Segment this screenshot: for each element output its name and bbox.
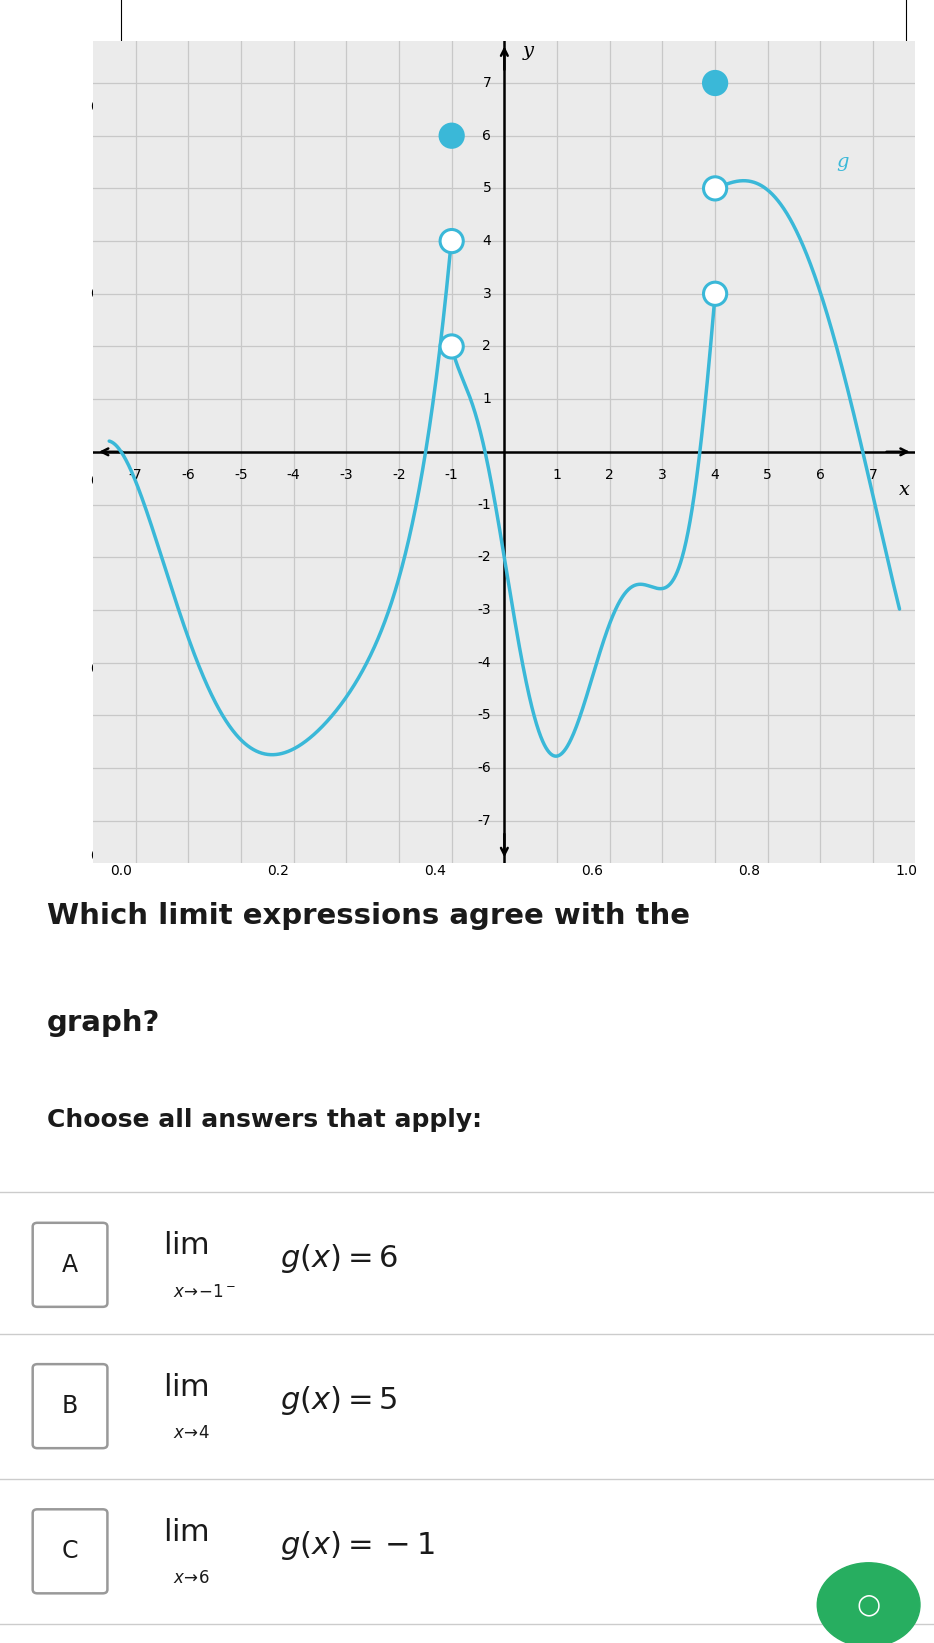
Text: 4: 4 <box>711 468 719 481</box>
Text: 4: 4 <box>483 233 491 248</box>
Circle shape <box>703 177 727 200</box>
Circle shape <box>703 283 727 306</box>
Text: 3: 3 <box>658 468 667 481</box>
Text: $g(x) = -1$: $g(x) = -1$ <box>280 1528 435 1562</box>
Text: -3: -3 <box>477 603 491 616</box>
Text: -4: -4 <box>287 468 301 481</box>
Text: 7: 7 <box>869 468 878 481</box>
Text: -5: -5 <box>234 468 248 481</box>
Text: $g(x) = 5$: $g(x) = 5$ <box>280 1383 398 1416</box>
Text: 5: 5 <box>763 468 772 481</box>
Text: -6: -6 <box>181 468 195 481</box>
Text: 1: 1 <box>482 393 491 406</box>
Text: A: A <box>62 1254 78 1277</box>
Text: $g(x) = 6$: $g(x) = 6$ <box>280 1242 398 1275</box>
FancyBboxPatch shape <box>33 1222 107 1306</box>
Text: y: y <box>523 43 534 61</box>
Text: B: B <box>62 1395 78 1418</box>
Text: -7: -7 <box>129 468 142 481</box>
FancyBboxPatch shape <box>33 1364 107 1447</box>
Text: g: g <box>836 153 849 171</box>
Text: -6: -6 <box>477 761 491 775</box>
Text: Choose all answers that apply:: Choose all answers that apply: <box>47 1109 482 1132</box>
Text: -1: -1 <box>477 498 491 511</box>
Text: graph?: graph? <box>47 1009 160 1037</box>
Text: x: x <box>899 481 911 499</box>
Text: -1: -1 <box>445 468 459 481</box>
Text: $x\!\to\!6$: $x\!\to\!6$ <box>173 1569 209 1587</box>
FancyBboxPatch shape <box>33 1510 107 1594</box>
Text: -3: -3 <box>339 468 353 481</box>
Circle shape <box>817 1562 920 1643</box>
Circle shape <box>440 125 463 148</box>
Text: $\lim$: $\lim$ <box>163 1518 209 1546</box>
Text: 1: 1 <box>553 468 561 481</box>
Text: $x\!\to\!{-1}^-$: $x\!\to\!{-1}^-$ <box>173 1283 235 1301</box>
Text: $x\!\to\!4$: $x\!\to\!4$ <box>173 1424 209 1443</box>
Text: 7: 7 <box>483 76 491 90</box>
Text: 5: 5 <box>483 181 491 196</box>
Text: 2: 2 <box>483 340 491 353</box>
Text: ○: ○ <box>856 1590 881 1618</box>
Text: -2: -2 <box>392 468 405 481</box>
Circle shape <box>440 335 463 358</box>
Circle shape <box>440 230 463 253</box>
Text: 2: 2 <box>605 468 615 481</box>
Text: $\lim$: $\lim$ <box>163 1372 209 1401</box>
Text: 6: 6 <box>816 468 825 481</box>
Text: 3: 3 <box>483 288 491 301</box>
Circle shape <box>703 71 727 95</box>
Text: -7: -7 <box>477 813 491 828</box>
Text: $\lim$: $\lim$ <box>163 1231 209 1260</box>
Text: C: C <box>62 1539 78 1564</box>
Text: -5: -5 <box>477 708 491 723</box>
Text: -4: -4 <box>477 656 491 670</box>
Text: 6: 6 <box>482 128 491 143</box>
Text: Which limit expressions agree with the: Which limit expressions agree with the <box>47 902 689 930</box>
Text: -2: -2 <box>477 550 491 564</box>
